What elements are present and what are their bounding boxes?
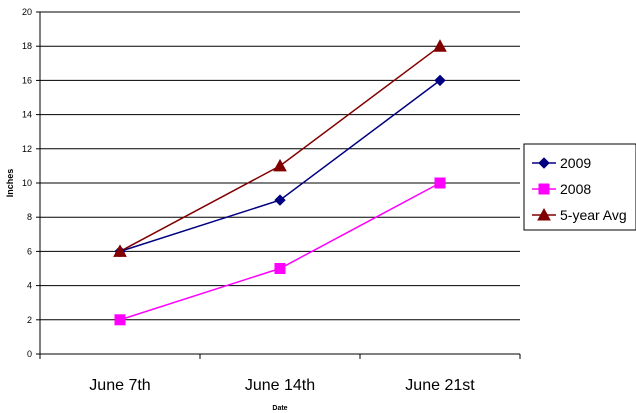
legend-marker-5-year-avg	[537, 207, 551, 221]
y-tick-label: 18	[22, 41, 32, 51]
y-tick-label: 0	[27, 349, 32, 359]
y-tick-label: 12	[22, 144, 32, 154]
data-point-2008	[434, 177, 446, 189]
y-tick-label: 8	[27, 212, 32, 222]
data-point-2008	[114, 314, 126, 326]
data-point-5-year-avg	[433, 39, 447, 52]
data-point-5-year-avg	[273, 158, 287, 172]
y-tick-label: 16	[22, 75, 32, 85]
data-point-5-year-avg	[113, 244, 127, 257]
legend-label-5-year-avg: 5-year Avg	[560, 207, 627, 223]
x-tick-label: June 14th	[245, 377, 315, 394]
x-tick-labels: June 7th June 14th June 21st	[89, 377, 475, 394]
legend-label-2008: 2008	[560, 181, 591, 197]
x-axis-title: Date	[272, 405, 287, 412]
legend-marker-2009	[538, 157, 550, 169]
legend-label-2009: 2009	[560, 155, 591, 171]
axes	[36, 11, 521, 359]
data-point-2008	[274, 263, 286, 274]
data-point-2009	[274, 194, 286, 206]
y-axis-title: Inches	[5, 169, 15, 198]
series	[113, 39, 447, 326]
data-point-2009	[434, 74, 446, 87]
y-tick-label: 6	[27, 246, 32, 256]
x-tick-label: June 7th	[89, 377, 150, 394]
y-tick-labels: 0 2 4 6 8 10 12 14 16 18 20	[22, 7, 32, 359]
legend-marker-2008	[538, 183, 550, 195]
x-tick-label: June 21st	[405, 377, 475, 394]
y-tick-label: 2	[27, 315, 32, 325]
y-tick-label: 4	[27, 281, 32, 291]
y-tick-label: 10	[22, 178, 32, 188]
y-tick-label: 14	[22, 110, 32, 120]
legend: 2009 2008 5-year Avg	[523, 143, 636, 231]
y-tick-label: 20	[22, 7, 32, 17]
